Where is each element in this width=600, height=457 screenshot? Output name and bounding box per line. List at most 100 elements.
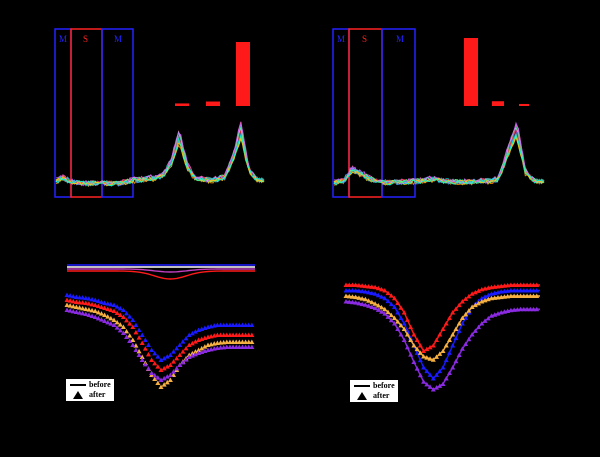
data-point: [171, 359, 177, 364]
legend-after-label: after: [89, 390, 106, 399]
data-point: [236, 339, 242, 344]
top-left-traces: [55, 121, 265, 187]
region-label-m-right: M: [396, 34, 404, 44]
data-point: [249, 339, 255, 344]
data-point: [67, 308, 73, 313]
data-point: [86, 296, 92, 301]
data-point: [534, 293, 540, 298]
data-point: [80, 310, 86, 316]
data-point: [531, 293, 537, 298]
data-point: [511, 288, 517, 293]
data-point: [246, 344, 252, 349]
data-point: [372, 305, 378, 311]
data-point: [349, 282, 355, 287]
data-point: [246, 339, 252, 344]
data-point: [92, 297, 98, 302]
data-point: [83, 306, 89, 311]
data-point: [117, 327, 123, 333]
data-point: [236, 332, 242, 337]
data-point: [379, 309, 385, 314]
data-point: [111, 302, 117, 307]
data-point: [404, 332, 410, 337]
data-point: [145, 366, 151, 371]
data-point: [398, 305, 404, 310]
data-point: [152, 376, 158, 381]
data-point: [161, 375, 167, 381]
data-point: [102, 300, 108, 305]
data-point: [482, 294, 488, 299]
data-point: [463, 311, 469, 317]
data-point: [521, 293, 527, 298]
data-point: [518, 288, 524, 293]
data-point: [149, 357, 155, 362]
data-point: [249, 332, 255, 337]
data-point: [382, 306, 388, 312]
data-point: [401, 321, 407, 326]
data-point: [98, 311, 104, 316]
data-point: [230, 322, 236, 327]
data-point: [450, 332, 456, 337]
data-point: [167, 377, 173, 382]
data-point: [366, 303, 372, 308]
data-point: [105, 306, 111, 311]
data-point: [164, 374, 170, 379]
data-point: [349, 288, 355, 293]
data-point: [92, 314, 98, 319]
data-point: [64, 302, 70, 307]
data-point: [186, 332, 192, 337]
data-point: [411, 343, 417, 348]
data-point: [155, 364, 161, 369]
data-point: [111, 322, 117, 327]
data-point: [136, 327, 142, 332]
data-point: [233, 344, 239, 349]
data-point: [89, 296, 95, 302]
data-point: [388, 317, 394, 323]
data-point: [343, 282, 349, 287]
data-point: [120, 307, 126, 312]
data-point: [362, 289, 368, 294]
data-point: [130, 324, 136, 329]
data-point: [511, 293, 517, 298]
data-point: [463, 296, 469, 301]
data-point: [108, 315, 114, 321]
data-point: [427, 356, 433, 361]
data-point: [142, 361, 148, 367]
data-point: [408, 352, 414, 357]
data-point: [414, 366, 420, 371]
before-line: [67, 268, 255, 273]
data-point: [139, 357, 145, 362]
data-point: [521, 282, 527, 287]
data-point: [514, 293, 520, 298]
data-point: [111, 308, 117, 313]
data-point: [392, 321, 397, 326]
data-point: [80, 305, 86, 311]
data-point: [192, 349, 198, 354]
data-point: [518, 293, 524, 298]
data-point: [167, 372, 173, 377]
legend-before-label: before: [89, 380, 111, 389]
data-point: [472, 302, 478, 308]
data-point: [450, 343, 456, 348]
data-point: [479, 321, 485, 326]
data-point: [408, 337, 414, 342]
data-point: [466, 336, 472, 342]
data-point: [95, 309, 101, 315]
data-point: [359, 296, 365, 301]
bottom-left-panel: [64, 264, 255, 389]
data-point: [171, 369, 177, 374]
data-point: [440, 381, 446, 386]
data-point: [67, 293, 73, 298]
data-point: [353, 282, 359, 287]
data-point: [443, 343, 449, 348]
data-point: [375, 292, 381, 298]
data-point: [527, 306, 533, 312]
data-point: [64, 292, 70, 297]
legend-after-row: after: [69, 390, 113, 400]
data-point: [199, 345, 205, 351]
data-point: [114, 310, 120, 315]
data-point: [83, 311, 89, 316]
data-point: [379, 294, 385, 299]
data-point: [73, 304, 79, 309]
data-point: [466, 308, 472, 313]
data-point: [421, 379, 427, 384]
